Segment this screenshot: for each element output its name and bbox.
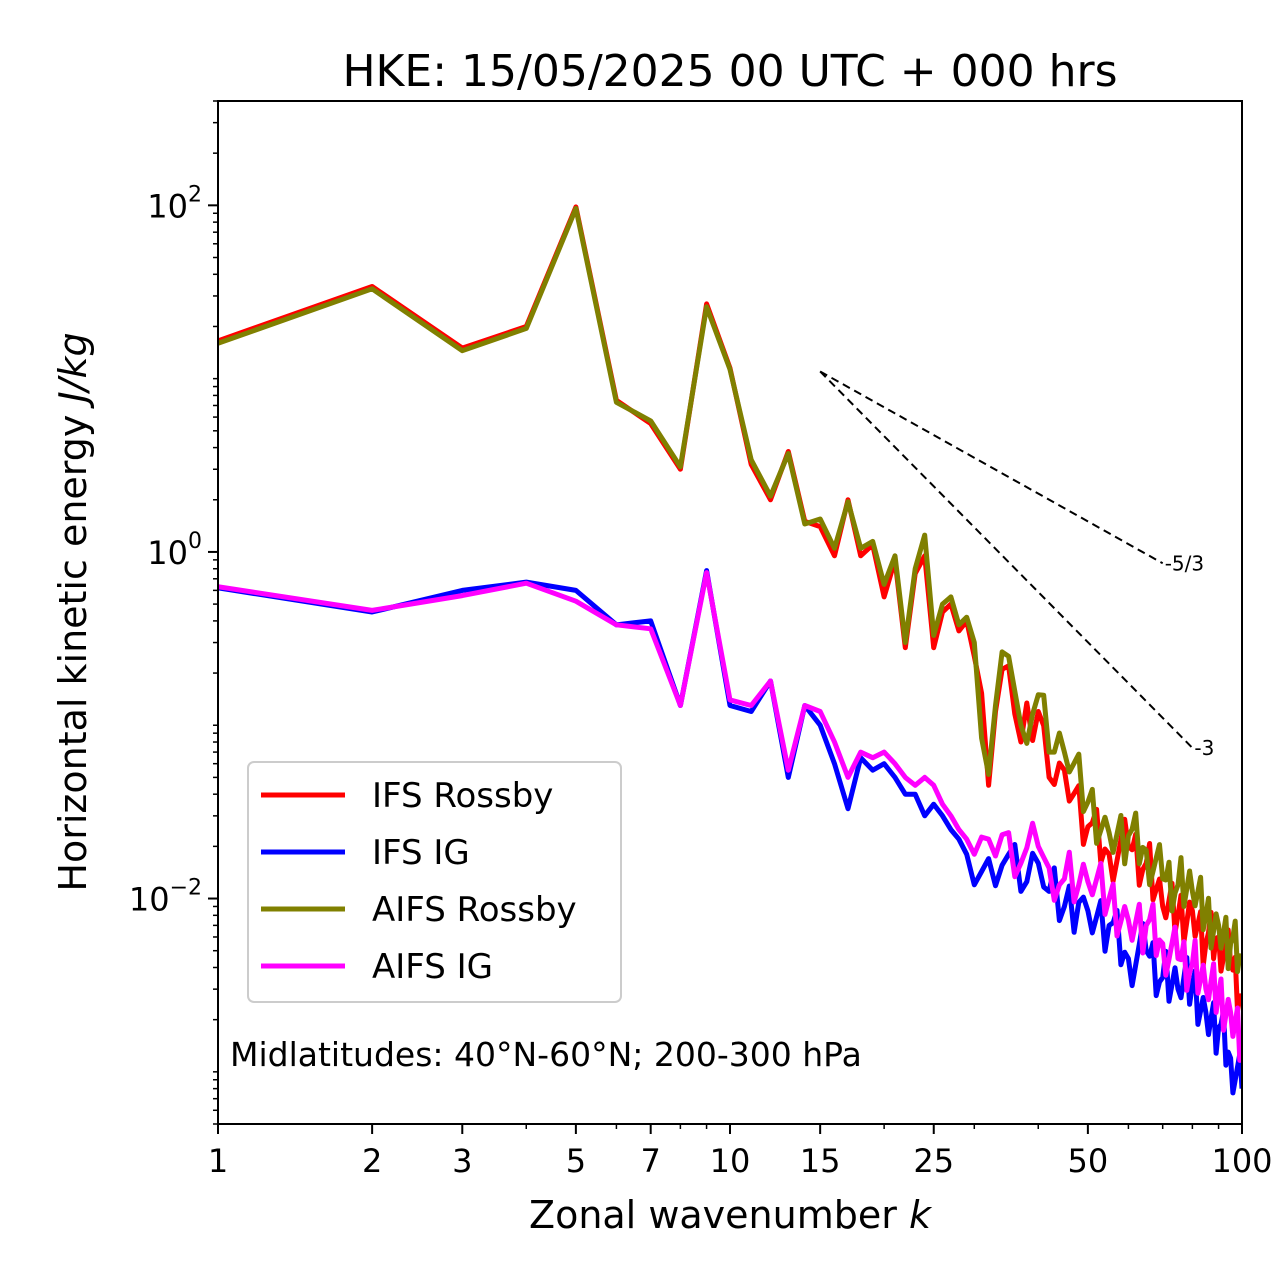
legend-label-ifs-ig: IFS IG (372, 833, 470, 873)
region-annotation: Midlatitudes: 40°N-60°N; 200-300 hPa (230, 1035, 862, 1074)
legend-label-aifs-ig: AIFS IG (372, 947, 493, 987)
x-tick-label: 15 (800, 1142, 841, 1180)
x-tick-label: 10 (710, 1142, 751, 1180)
x-tick-label: 5 (566, 1142, 586, 1180)
x-tick-label: 100 (1211, 1142, 1272, 1180)
series-line-aifs-rossby (218, 205, 1242, 975)
x-tick-label: 2 (362, 1142, 382, 1180)
series-layer (218, 204, 1242, 1096)
reference-line-minus-5-3 (819, 370, 1164, 565)
legend-label-aifs-rossby: AIFS Rossby (372, 890, 577, 930)
chart-title: HKE: 15/05/2025 00 UTC + 000 hrs (342, 46, 1117, 97)
x-tick-label: 1 (208, 1142, 228, 1180)
y-tick-label: 100 (147, 529, 202, 572)
y-tick-label: 10−2 (129, 876, 202, 919)
legend-box (247, 761, 622, 1003)
series-line-aifs-ig (218, 570, 1242, 1063)
series-line-ifs-ig (218, 568, 1242, 1096)
x-tick-label: 7 (641, 1142, 661, 1180)
y-tick-label: 102 (147, 182, 202, 225)
reference-label-minus-5-3: -5/3 (1165, 551, 1204, 575)
x-tick-label: 25 (913, 1142, 954, 1180)
x-tick-label: 50 (1068, 1142, 1109, 1180)
x-axis-label: Zonal wavenumber k (529, 1193, 933, 1237)
tick-layer: 1 2 3 5 7 10 15 25 50 100 102 100 10−2 (129, 100, 1273, 1180)
legend-label-ifs-rossby: IFS Rossby (372, 776, 553, 816)
legend: IFS Rossby IFS IG AIFS Rossby AIFS IG (247, 761, 622, 1003)
reference-label-minus-3: -3 (1194, 736, 1214, 760)
reference-lines: -5/3 -3 (819, 370, 1214, 760)
x-tick-label: 3 (452, 1142, 472, 1180)
reference-line-minus-3 (819, 370, 1194, 749)
y-axis-label: Horizontal kinetic energy J/kg (51, 332, 95, 891)
